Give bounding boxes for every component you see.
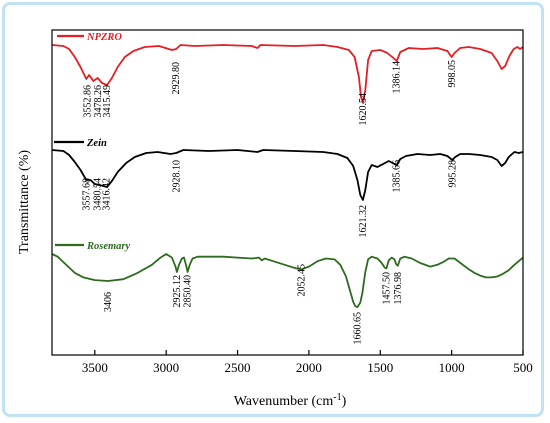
x-tick-label: 1000 — [439, 360, 465, 375]
peak-label: 1620.54 — [358, 93, 369, 126]
y-axis-label: Transmittance (%) — [17, 150, 32, 254]
peak-label: 1376.98 — [393, 272, 404, 305]
peak-label: 1386.14 — [392, 61, 403, 94]
peak-label: 998.05 — [447, 60, 458, 88]
peak-label: 1660.65 — [352, 312, 363, 345]
x-axis-label: Wavenumber (cm-1) — [234, 392, 347, 410]
peak-label: 1621.32 — [358, 205, 369, 238]
series-line-rosemary — [51, 253, 524, 308]
peak-label: 3480.54 — [93, 178, 104, 211]
peak-label: 2925.12 — [172, 275, 183, 308]
peak-label: 2929.80 — [171, 62, 182, 95]
peak-label: 3557.68 — [82, 178, 93, 211]
peak-label: 2928.10 — [171, 160, 182, 193]
peak-label: 2052.45 — [296, 264, 307, 297]
legend-label-zein: Zein — [86, 138, 107, 149]
series-line-npzro — [51, 44, 524, 104]
x-tick-label: 2000 — [296, 360, 322, 375]
series-line-zein — [51, 149, 524, 201]
peak-label: 3478.26 — [93, 85, 104, 118]
peak-label: 1457.50 — [381, 272, 392, 305]
x-tick-label: 2500 — [225, 360, 251, 375]
peak-label: 3416.42 — [102, 178, 113, 211]
x-tick-label: 1500 — [367, 360, 393, 375]
peak-label: 3415.49 — [102, 85, 113, 118]
x-tick-label: 3500 — [82, 360, 108, 375]
peak-label: 3406 — [103, 292, 114, 312]
peak-label: 3552.86 — [82, 85, 93, 118]
plot-area-border — [51, 29, 524, 356]
legend-label-npzro: NPZRO — [86, 32, 122, 43]
peak-label: 995.28 — [447, 160, 458, 188]
x-tick-label: 3000 — [153, 360, 179, 375]
peak-label: 1385.66 — [392, 160, 403, 193]
figure-frame — [2, 2, 544, 417]
peak-label: 2850.40 — [183, 275, 194, 308]
x-tick-label: 500 — [513, 360, 533, 375]
legend-label-rosemary: Rosemary — [86, 241, 131, 252]
